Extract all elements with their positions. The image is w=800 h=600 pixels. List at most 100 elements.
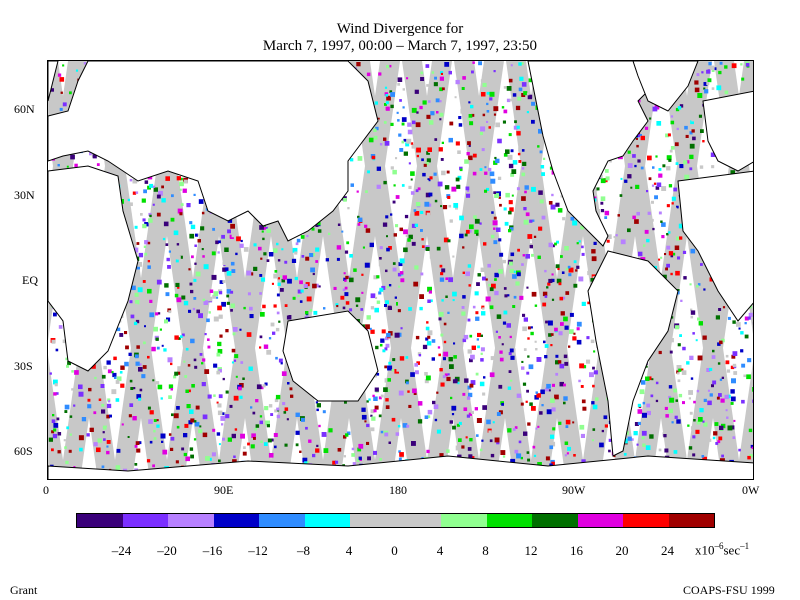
divergence-cell [568, 345, 571, 348]
divergence-cell [738, 170, 741, 172]
divergence-cell [106, 414, 110, 419]
divergence-cell [540, 438, 544, 442]
divergence-cell [231, 232, 236, 238]
divergence-cell [373, 396, 378, 401]
divergence-cell [722, 306, 726, 309]
divergence-cell [608, 438, 612, 442]
divergence-cell [417, 187, 421, 191]
divergence-cell [525, 400, 528, 403]
divergence-cell [366, 400, 369, 403]
divergence-cell [385, 336, 389, 341]
divergence-cell [386, 95, 391, 101]
divergence-cell [425, 247, 430, 251]
divergence-cell [439, 112, 444, 117]
divergence-cell [336, 245, 342, 250]
divergence-cell [429, 256, 433, 259]
divergence-cell [466, 193, 471, 198]
divergence-cell [542, 382, 546, 386]
divergence-cell [183, 360, 186, 363]
divergence-cell [135, 441, 140, 445]
divergence-cell [551, 193, 554, 197]
divergence-cell [519, 295, 524, 300]
divergence-cell [48, 437, 53, 442]
divergence-cell [75, 69, 79, 72]
divergence-cell [318, 424, 321, 428]
divergence-cell [637, 99, 641, 103]
divergence-cell [373, 275, 378, 280]
divergence-cell [451, 413, 455, 416]
divergence-cell [356, 458, 360, 462]
divergence-cell [386, 332, 391, 338]
divergence-cell [191, 384, 195, 388]
divergence-cell [716, 85, 722, 91]
divergence-cell [181, 295, 186, 300]
divergence-cell [661, 186, 667, 191]
divergence-cell [462, 295, 466, 299]
divergence-cell [731, 354, 736, 359]
divergence-cell [341, 230, 344, 233]
divergence-cell [569, 312, 574, 317]
divergence-cell [690, 308, 693, 311]
divergence-cell [548, 242, 553, 248]
divergence-cell [476, 418, 482, 423]
divergence-cell [383, 121, 387, 124]
divergence-cell [531, 186, 536, 192]
divergence-cell [510, 301, 516, 307]
divergence-cell [342, 306, 346, 310]
divergence-cell [646, 190, 649, 193]
divergence-cell [464, 159, 469, 164]
divergence-cell [222, 262, 226, 266]
divergence-cell [394, 296, 397, 299]
divergence-cell [235, 375, 238, 378]
divergence-cell [140, 213, 143, 216]
divergence-cell [400, 327, 403, 330]
divergence-cell [439, 87, 443, 92]
divergence-cell [295, 412, 300, 417]
divergence-cell [198, 199, 204, 204]
lon-label-90w: 90W [562, 483, 586, 497]
divergence-cell [504, 294, 508, 298]
divergence-cell [63, 439, 66, 442]
divergence-cell [559, 296, 564, 301]
divergence-cell [198, 313, 203, 319]
divergence-cell [356, 262, 361, 268]
divergence-cell [541, 215, 546, 220]
divergence-cell [467, 318, 471, 322]
divergence-cell [266, 228, 271, 233]
divergence-cell [510, 172, 515, 177]
divergence-cell [463, 407, 468, 411]
divergence-cell [459, 168, 463, 172]
divergence-cell [439, 453, 444, 458]
divergence-cell [392, 358, 396, 362]
divergence-cell [468, 229, 472, 233]
divergence-cell [730, 170, 735, 175]
divergence-cell [446, 449, 450, 453]
divergence-cell [467, 447, 472, 451]
landmass-south-america [587, 250, 679, 457]
divergence-cell [161, 180, 167, 185]
divergence-cell [692, 453, 696, 457]
divergence-cell [278, 320, 281, 323]
divergence-cell [81, 417, 87, 422]
divergence-cell [370, 329, 375, 334]
divergence-cell [337, 448, 342, 452]
legend-tick-label: –20 [157, 543, 177, 558]
divergence-cell [147, 185, 151, 190]
divergence-cell [384, 347, 388, 351]
divergence-cell [531, 406, 536, 411]
divergence-cell [467, 190, 470, 192]
divergence-cell [415, 189, 419, 193]
divergence-cell [696, 284, 699, 288]
divergence-cell [501, 106, 505, 109]
divergence-cell [443, 322, 447, 326]
divergence-cell [124, 331, 128, 335]
divergence-cell [250, 444, 255, 449]
divergence-cell [260, 257, 263, 260]
divergence-cell [491, 283, 496, 289]
divergence-cell [95, 427, 98, 431]
divergence-cell [361, 273, 364, 276]
divergence-cell [264, 406, 269, 411]
divergence-cell [527, 458, 530, 462]
divergence-cell [493, 227, 496, 230]
divergence-cell [508, 352, 512, 356]
